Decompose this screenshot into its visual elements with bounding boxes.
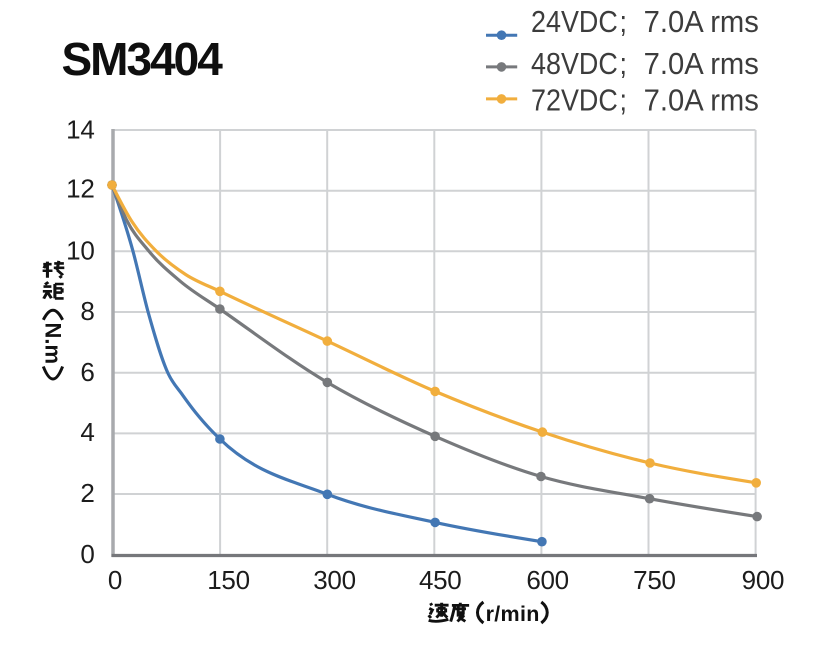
svg-text:150: 150: [207, 565, 249, 595]
svg-text:;: ;: [620, 5, 627, 39]
svg-text:450: 450: [419, 565, 461, 595]
svg-text:10: 10: [66, 235, 94, 265]
svg-text:SM3404: SM3404: [62, 33, 224, 85]
svg-text:4: 4: [80, 417, 94, 447]
svg-text:;: ;: [620, 84, 627, 118]
svg-text:300: 300: [313, 565, 355, 595]
svg-text:600: 600: [526, 565, 568, 595]
svg-text:0: 0: [80, 539, 94, 569]
svg-text:0: 0: [108, 565, 122, 595]
svg-text:7.0A rms: 7.0A rms: [644, 47, 759, 81]
svg-text:7.0A rms: 7.0A rms: [644, 5, 759, 39]
svg-text:750: 750: [633, 565, 675, 595]
svg-text:900: 900: [742, 565, 784, 595]
svg-text:48VDC: 48VDC: [531, 47, 618, 81]
svg-text:;: ;: [620, 47, 627, 81]
svg-text:N.m: N.m: [41, 323, 66, 365]
svg-text:14: 14: [66, 114, 94, 144]
svg-text:24VDC: 24VDC: [531, 5, 618, 39]
svg-text:8: 8: [80, 296, 94, 326]
svg-text:6: 6: [80, 357, 94, 387]
svg-text:12: 12: [66, 174, 94, 204]
svg-text:r/min: r/min: [486, 602, 540, 626]
svg-text:7.0A rms: 7.0A rms: [644, 84, 759, 118]
svg-text:72VDC: 72VDC: [531, 84, 618, 118]
svg-text:2: 2: [80, 478, 94, 508]
